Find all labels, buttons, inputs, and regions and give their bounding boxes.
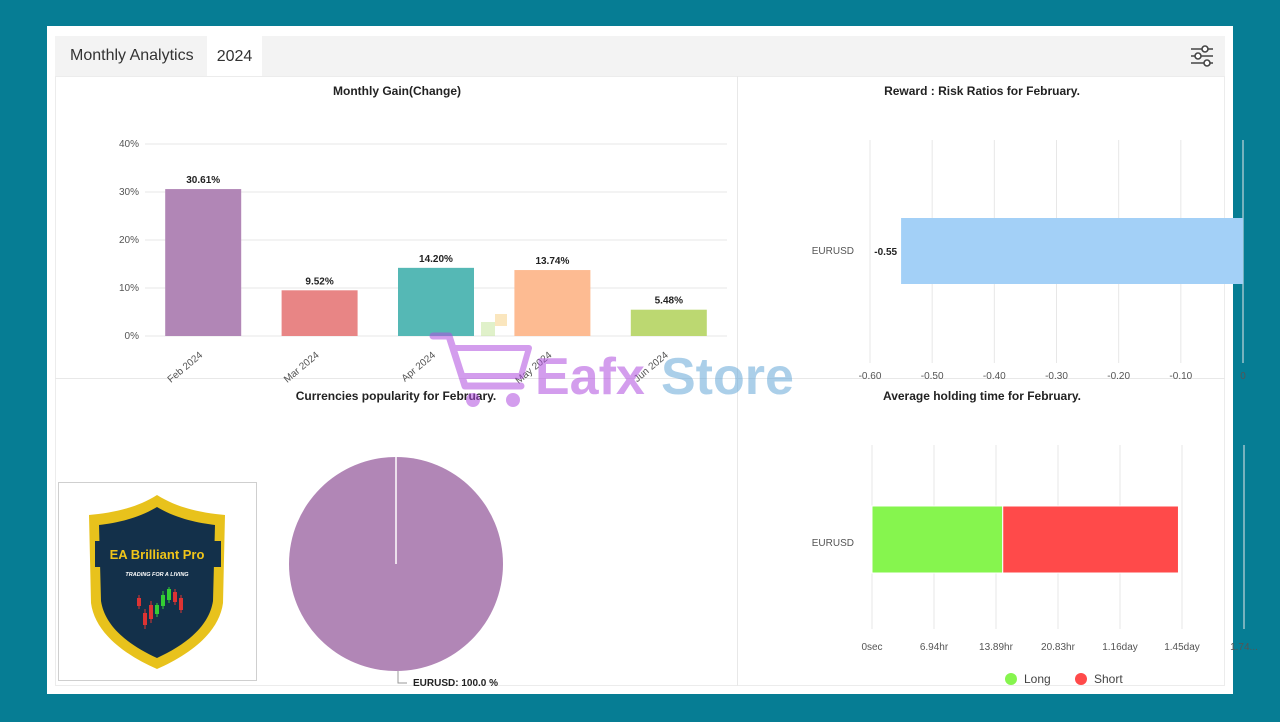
y-tick-label: 0% [125, 331, 140, 342]
y-category-label: EURUSD [812, 246, 854, 257]
sliders-icon[interactable] [1189, 44, 1215, 68]
holding-time-chart: Average holding time for February. EURUS… [812, 389, 1258, 686]
y-tick-label: 10% [119, 283, 139, 294]
data-label: 30.61% [186, 175, 220, 186]
y-category-label: EURUSD [812, 538, 854, 549]
x-tick-label: -0.30 [1045, 371, 1068, 382]
y-tick-label: 40% [119, 139, 139, 150]
x-tick-label: 0sec [861, 642, 882, 653]
x-tick-label: -0.40 [983, 371, 1006, 382]
y-tick-label: 20% [119, 235, 139, 246]
shopping-cart-icon [429, 314, 532, 407]
bar-segment [871, 505, 1004, 574]
panel-divider-horizontal [55, 378, 1225, 379]
data-label: 14.20% [419, 254, 453, 265]
x-tick-label: 1.16day [1102, 642, 1138, 653]
legend-label: Long [1024, 672, 1051, 686]
x-tick-label: 1.45day [1164, 642, 1200, 653]
logo-tagline: TRADING FOR A LIVING [125, 572, 189, 578]
x-tick-label: -0.50 [921, 371, 944, 382]
y-tick-label: 30% [119, 187, 139, 198]
eafx-store-watermark: Eafx Store [429, 314, 794, 407]
chart-title: Average holding time for February. [883, 389, 1081, 403]
x-tick-label: 20.83hr [1041, 642, 1076, 653]
bar [901, 218, 1243, 284]
data-label: 9.52% [305, 276, 333, 287]
x-tick-label: 0 [1240, 371, 1246, 382]
x-tick-label: 13.89hr [979, 642, 1014, 653]
x-tick-label: 6.94hr [920, 642, 949, 653]
currencies-pie-chart: Currencies popularity for February. EURU… [289, 389, 503, 689]
x-tick-label: -0.20 [1107, 371, 1130, 382]
data-label: 13.74% [535, 256, 569, 267]
x-tick-label: -0.60 [859, 371, 882, 382]
panel-divider-vertical [737, 76, 738, 686]
watermark-text-2: Store [661, 348, 794, 406]
legend-marker [1075, 673, 1087, 685]
tab-bar: Monthly Analytics 2024 [55, 36, 1225, 77]
bar [398, 267, 474, 336]
chart-title: Monthly Gain(Change) [333, 84, 461, 98]
data-label: 5.48% [655, 296, 683, 307]
data-label: EURUSD: 100.0 % [413, 678, 498, 689]
tab-monthly-analytics[interactable]: Monthly Analytics [70, 47, 194, 64]
x-tick-label: 1.74... [1230, 642, 1258, 653]
bar-segment [1002, 505, 1179, 574]
legend-label: Short [1094, 672, 1123, 686]
legend-marker [1005, 673, 1017, 685]
logo-title: EA Brilliant Pro [110, 547, 205, 562]
reward-risk-chart: Reward : Risk Ratios for February. -0.55… [812, 84, 1246, 382]
label-leader-line [397, 671, 407, 684]
ea-brilliant-pro-logo: EA Brilliant Pro TRADING FOR A LIVING [58, 482, 257, 681]
bar [630, 309, 707, 336]
data-label: -0.55 [874, 247, 897, 258]
bar [514, 270, 591, 336]
candlestick-icon [137, 587, 183, 629]
tab-year[interactable]: 2024 [207, 36, 262, 77]
panels-frame [55, 76, 1225, 686]
chart-title: Reward : Risk Ratios for February. [884, 84, 1080, 98]
analytics-card: Monthly Analytics 2024 Monthly Gain(Chan… [47, 26, 1258, 694]
watermark-text-1: Eafx [535, 348, 645, 406]
x-tick-label: -0.10 [1169, 371, 1192, 382]
bar [165, 189, 242, 336]
chart-title: Currencies popularity for February. [296, 389, 497, 403]
bar [281, 290, 358, 336]
